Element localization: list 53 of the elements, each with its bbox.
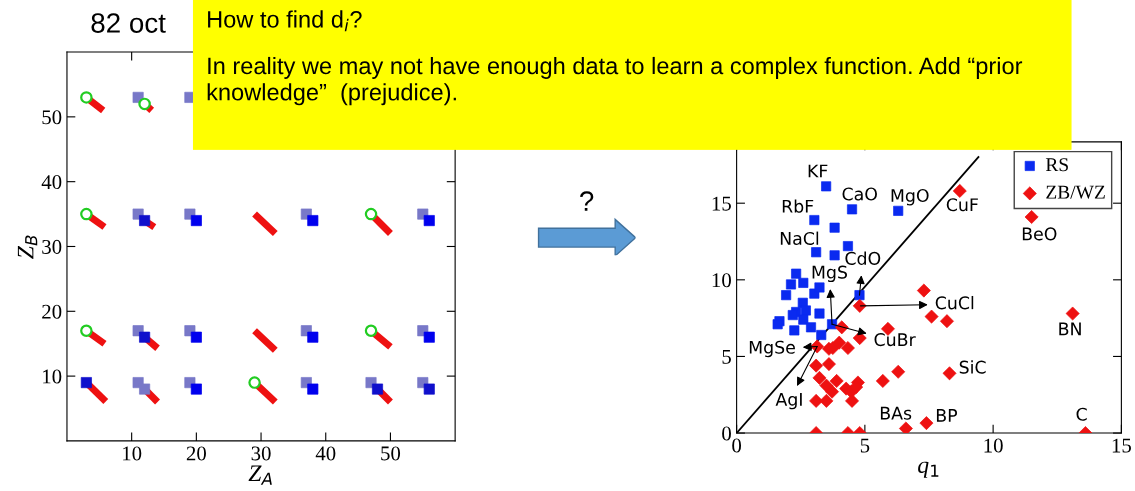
x-tick-label: 20 <box>186 446 206 461</box>
annotation: AgI <box>775 393 802 410</box>
annotation: SiC <box>959 360 986 374</box>
x-tick-label: 30 <box>251 446 271 461</box>
x-tick-label: 15 <box>1112 438 1131 453</box>
annotation: BP <box>936 409 958 422</box>
annotation: CdO <box>845 251 881 265</box>
point <box>80 207 93 221</box>
point <box>138 97 151 111</box>
y-tick-label: 10 <box>712 273 731 288</box>
annotation: CuBr <box>874 333 916 347</box>
annotation: BeO <box>1022 227 1057 241</box>
annotation: CuF <box>946 198 978 212</box>
y-tick-label: 40 <box>41 175 62 190</box>
annotation: KF <box>808 164 828 178</box>
annotation: BN <box>1059 322 1081 336</box>
x-axis-title: Z$_{A}$ <box>248 465 272 485</box>
point <box>364 207 378 221</box>
point <box>898 421 913 434</box>
annotation: MgO <box>891 188 929 206</box>
point <box>80 91 93 104</box>
annotation: CaO <box>842 187 877 201</box>
legend-label: ZB/WZ <box>1046 185 1105 199</box>
x-tick-label: 40 <box>315 446 336 461</box>
annotation: In reality we may not have enough data to learn a complex function. Add “prior knowledge” (prejudice). <box>207 56 1023 106</box>
text: How to find d$_{i}$? <box>208 10 362 32</box>
chart-title: 82 oct <box>91 13 166 33</box>
point <box>80 324 93 337</box>
y-tick-label: 50 <box>42 110 62 125</box>
annotation: C <box>1076 407 1087 421</box>
annotation: MgSe <box>749 340 795 358</box>
y-axis-title: Z$_{B}$ <box>17 235 38 259</box>
y-tick-label: 30 <box>42 239 62 254</box>
x-tick-label: 10 <box>984 438 1003 453</box>
x-tick-label: 10 <box>123 446 142 461</box>
x-tick-label: 50 <box>381 446 401 461</box>
legend-label: RS <box>1045 158 1068 172</box>
y-tick-label: 0 <box>722 426 731 441</box>
x-tick-label: 5 <box>860 438 870 453</box>
x-tick-label: 0 <box>732 438 742 453</box>
y-tick-label: 15 <box>712 196 731 211</box>
annotation: RbF <box>782 199 814 213</box>
y-tick-label: 5 <box>722 350 731 364</box>
y-tick-label: 20 <box>42 304 62 319</box>
annotation: BAs <box>880 406 912 420</box>
annotation: NaCl <box>780 231 819 246</box>
point <box>364 324 378 337</box>
point <box>248 376 261 389</box>
text: ? <box>579 191 594 211</box>
y-tick-label: 10 <box>43 369 62 384</box>
annotation: CuCl <box>935 295 974 310</box>
x-axis-title: q$_{1}$ <box>918 461 939 478</box>
annotation: MgS <box>812 265 848 283</box>
